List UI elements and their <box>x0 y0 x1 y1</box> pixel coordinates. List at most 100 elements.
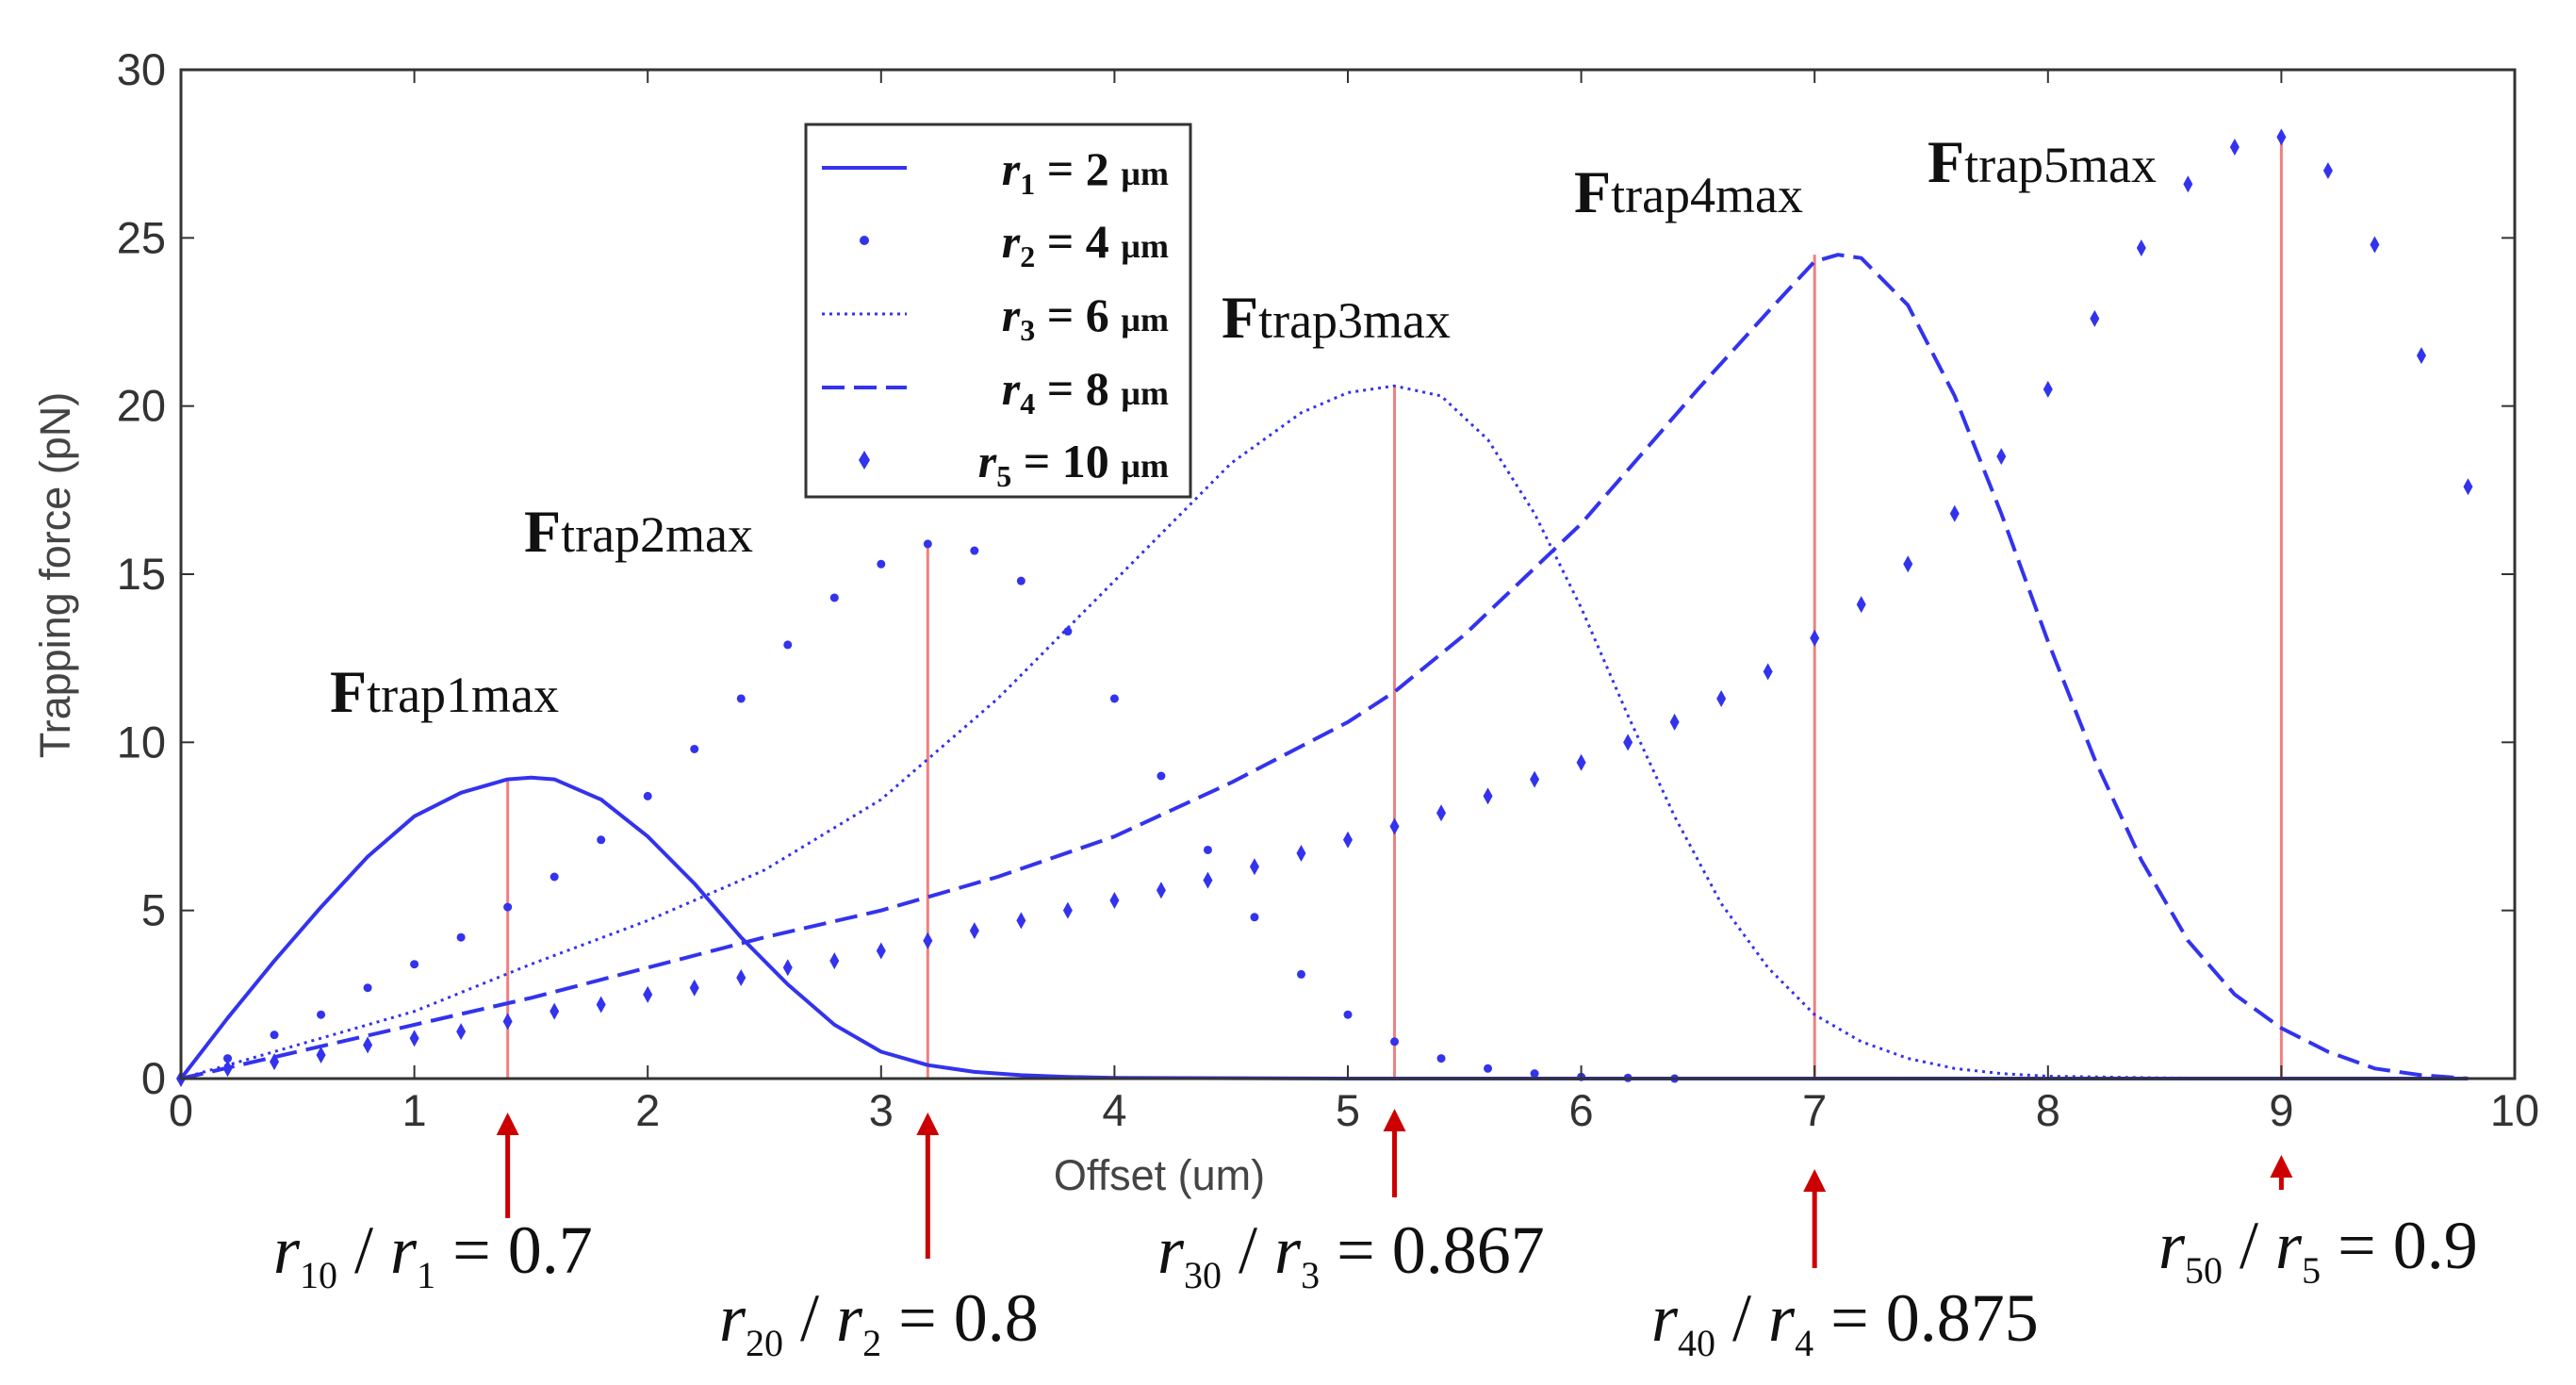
series-line <box>180 384 2469 1080</box>
data-point <box>1250 913 1259 922</box>
data-point-marker <box>2322 162 2333 179</box>
x-tick-label: 7 <box>1802 1085 1827 1135</box>
ratio-slash: / <box>783 1280 836 1356</box>
y-tick-label: 5 <box>141 885 166 935</box>
ratio-annotation: r40 / r4 = 0.875 <box>1651 1280 2039 1364</box>
data-point-marker <box>2229 139 2240 157</box>
data-point <box>1484 1063 1493 1073</box>
series-4 <box>180 253 2469 1080</box>
data-point-marker <box>2370 236 2380 254</box>
data-point <box>736 694 746 703</box>
data-point-marker <box>2183 175 2193 193</box>
data-point <box>503 902 513 912</box>
up-arrow-head <box>2270 1155 2293 1178</box>
ratio-annotation: r10 / r1 = 0.7 <box>273 1212 593 1296</box>
data-point-marker <box>363 1036 373 1054</box>
ratio-arrow-layer <box>496 1109 2293 1268</box>
data-point-marker <box>1296 845 1306 863</box>
data-point <box>317 1010 326 1019</box>
ratio-annotation: r50 / r5 = 0.9 <box>2158 1208 2478 1292</box>
data-point <box>1203 845 1212 854</box>
ratio-equals: = <box>1320 1212 1392 1288</box>
peak-marker-lines <box>506 137 2283 1079</box>
data-point-marker <box>1623 734 1633 751</box>
ratio-numerator: r <box>2158 1208 2186 1283</box>
peak-label-f: F <box>1574 158 1611 225</box>
up-arrow-head <box>1383 1109 1406 1131</box>
legend-swatch-dot <box>860 236 869 245</box>
legend-label: r4 = 8 µm <box>1002 362 1169 420</box>
data-point-marker <box>409 1030 419 1047</box>
legend-label: r3 = 6 µm <box>1002 289 1169 347</box>
ratio-value: 0.867 <box>1392 1212 1545 1288</box>
data-point <box>363 983 372 993</box>
data-point <box>1436 1054 1446 1063</box>
y-axis-label: Trapping force (pN) <box>31 392 79 758</box>
peak-label-text: trap3max <box>1258 292 1451 349</box>
data-point-marker <box>316 1047 326 1064</box>
x-tick-label: 2 <box>635 1085 660 1135</box>
data-point <box>1063 627 1073 636</box>
legend-label-value: = 6 <box>1035 289 1121 341</box>
data-point <box>783 640 793 650</box>
data-point-marker <box>1156 882 1166 899</box>
data-point-marker <box>1903 555 1913 573</box>
data-point-marker <box>456 1023 467 1041</box>
data-point-marker <box>689 979 699 997</box>
legend-label-value: = 4 <box>1035 215 1121 268</box>
data-point-marker <box>1109 891 1120 909</box>
data-point-marker <box>550 1002 560 1020</box>
ratio-numerator-subscript: 30 <box>1184 1254 1222 1296</box>
data-point <box>1296 969 1305 979</box>
ratio-denominator-subscript: 4 <box>1795 1322 1813 1364</box>
data-point <box>923 539 932 549</box>
data-point-marker <box>1669 713 1680 731</box>
ratio-denominator-subscript: 1 <box>417 1254 435 1296</box>
peak-label-text: trap5max <box>1964 137 2157 193</box>
data-point <box>410 960 419 969</box>
ratio-numerator: r <box>719 1280 747 1356</box>
y-tick-label: 30 <box>117 44 166 94</box>
data-point-marker <box>1996 448 2007 466</box>
data-point-marker <box>502 1013 513 1031</box>
ratio-slash: / <box>1222 1212 1274 1288</box>
peak-label-text: trap4max <box>1611 167 1803 223</box>
ratio-numerator-subscript: 40 <box>1678 1322 1715 1364</box>
data-point-marker <box>1249 858 1259 876</box>
data-point-marker <box>969 922 979 940</box>
legend-label-value: = 10 <box>1011 435 1121 487</box>
data-point-marker <box>1530 770 1540 788</box>
legend-label-r: r <box>1002 215 1021 268</box>
legend-label-unit: µm <box>1121 155 1169 192</box>
x-axis-label: Offset (um) <box>1054 1151 1265 1199</box>
data-point <box>1530 1069 1539 1079</box>
data-point <box>597 835 606 845</box>
data-point <box>1390 1037 1400 1047</box>
data-point-marker <box>1483 787 1493 805</box>
data-point <box>690 744 699 753</box>
ratio-annotation: r20 / r2 = 0.8 <box>719 1280 1039 1364</box>
data-point <box>1343 1010 1353 1019</box>
legend-label-unit: µm <box>1121 447 1169 485</box>
ratio-denominator: r <box>1768 1280 1796 1356</box>
ratio-equals: = <box>1813 1280 1886 1356</box>
y-tick-label: 25 <box>117 212 166 262</box>
data-point-marker <box>1856 596 1866 614</box>
data-point-marker <box>1576 753 1586 771</box>
series-line <box>180 253 2469 1080</box>
data-point-marker <box>270 1053 280 1071</box>
peak-label-f: F <box>524 498 561 565</box>
legend-label: r5 = 10 µm <box>978 435 1169 493</box>
data-point <box>1157 771 1166 781</box>
plot-area <box>181 70 2515 1079</box>
legend-label-subscript: 5 <box>996 459 1011 493</box>
data-point-marker <box>782 959 793 977</box>
ratio-value: 0.9 <box>2393 1208 2478 1283</box>
ratio-value: 0.875 <box>1886 1280 2039 1356</box>
x-tick-label: 1 <box>402 1085 427 1135</box>
ratio-denominator-subscript: 3 <box>1301 1254 1320 1296</box>
